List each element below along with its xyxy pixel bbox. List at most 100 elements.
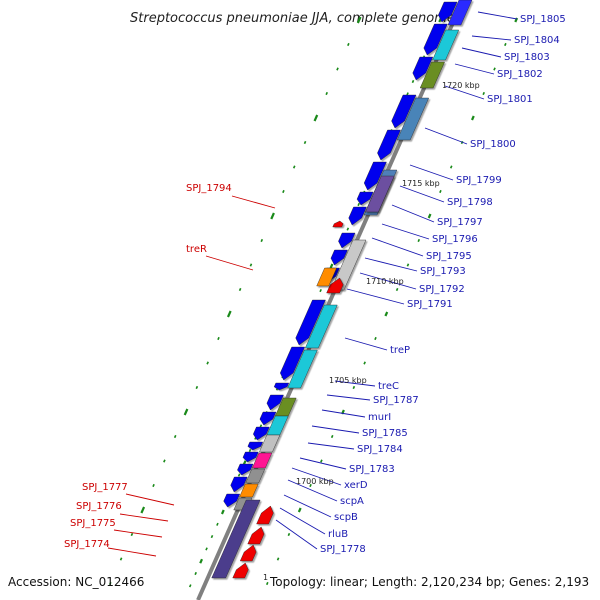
label-leader — [231, 195, 276, 209]
label-leader — [321, 409, 366, 418]
tick-mark — [226, 310, 232, 318]
label-leader — [205, 255, 254, 271]
tick-mark — [406, 92, 409, 96]
tick-mark — [470, 115, 475, 121]
tick-mark — [140, 506, 146, 514]
gene-label-scpb: scpB — [334, 512, 358, 523]
accession-text: Accession: NC_012466 — [8, 575, 144, 589]
forward-gene-12 — [280, 346, 306, 381]
tick-mark — [320, 459, 323, 463]
reverse-gene-1 — [247, 526, 265, 545]
tick-mark — [313, 114, 319, 122]
feature-box-7 — [304, 304, 338, 349]
tick-mark — [297, 507, 302, 513]
gene-label-spj-1777: SPJ_1777 — [82, 482, 128, 493]
tick-mark — [210, 535, 214, 539]
label-leader — [381, 223, 430, 240]
kbp-labels: 1720 kbp 1715 kbp 1710 kbp 1705 kbp 1700… — [296, 81, 480, 486]
tick-mark — [270, 212, 275, 220]
tick-mark — [276, 557, 280, 561]
tick-mark — [173, 434, 177, 439]
label-leader — [334, 380, 376, 387]
gene-label-trep: treP — [390, 345, 410, 356]
label-leader — [371, 237, 424, 257]
gene-label-spj-1803: SPJ_1803 — [504, 52, 550, 63]
gene-label-spj-1799: SPJ_1799 — [456, 175, 502, 186]
label-leader — [299, 457, 347, 470]
label-leader — [409, 164, 454, 181]
gene-label-spj-1783: SPJ_1783 — [349, 464, 395, 475]
gene-label-scpa: scpA — [340, 496, 364, 507]
kbp-label-1700: 1700 kbp — [296, 477, 334, 486]
forward-gene-8 — [338, 232, 356, 249]
tick-mark — [206, 361, 209, 365]
reverse-gene-2 — [239, 544, 257, 562]
tick-mark — [248, 448, 252, 453]
forward-gene-15 — [259, 411, 277, 426]
tick-mark — [287, 532, 291, 537]
label-leader — [326, 394, 371, 401]
label-leader — [444, 85, 485, 100]
reverse-gene-spj-1794 — [332, 220, 344, 228]
tick-mark — [303, 140, 307, 145]
forward-gene-0 — [438, 1, 458, 23]
tick-mark — [152, 483, 155, 488]
tick-mark — [356, 16, 362, 24]
purple-block — [211, 499, 261, 579]
gene-label-spj-1784: SPJ_1784 — [357, 444, 403, 455]
label-leader — [344, 337, 388, 351]
genome-summary-text: Topology: linear; Length: 2,120,234 bp; … — [269, 575, 589, 589]
tick-mark — [363, 361, 366, 365]
tick-mark — [374, 336, 377, 341]
tick-mark — [216, 522, 219, 526]
label-leader — [391, 204, 435, 223]
feature-box-1 — [432, 29, 460, 61]
forward-gene-11 — [295, 299, 326, 346]
map-title: Streptococcus pneumoniae JJA, complete g… — [130, 11, 455, 26]
gene-label-spj-1805: SPJ_1805 — [520, 14, 566, 25]
feature-box-2 — [419, 61, 445, 89]
label-leader — [291, 467, 342, 486]
tick-mark — [330, 434, 334, 439]
label-leader — [454, 63, 495, 75]
gene-label-spj-1778: SPJ_1778 — [320, 544, 366, 555]
forward-gene-20 — [230, 476, 248, 493]
feature-box-5 — [365, 175, 395, 213]
tick-mark — [482, 91, 485, 96]
label-leader — [283, 494, 332, 518]
gene-labels: SPJ_1805 SPJ_1804 SPJ_1803 SPJ_1802 SPJ_1801… — [64, 14, 566, 555]
gene-label-spj-1804: SPJ_1804 — [514, 35, 560, 46]
label-leader — [477, 11, 518, 20]
gene-label-spj-1798: SPJ_1798 — [447, 197, 493, 208]
forward-gene-6 — [356, 191, 374, 206]
gene-label-spj-1791: SPJ_1791 — [407, 299, 453, 310]
tick-mark — [237, 473, 241, 477]
tick-mark — [427, 213, 432, 219]
forward-gene-18 — [242, 451, 259, 463]
reverse-gene-0 — [256, 505, 274, 525]
feature-box-0 — [447, 0, 473, 26]
tick-mark — [205, 547, 208, 551]
gene-label-spj-1792: SPJ_1792 — [419, 284, 465, 295]
gene-label-spj-1796: SPJ_1796 — [432, 234, 478, 245]
label-leader — [119, 513, 169, 522]
label-leader — [107, 547, 157, 557]
tick-mark — [282, 189, 285, 194]
feature-box-13 — [245, 468, 266, 484]
feature-box-11 — [259, 434, 281, 453]
tick-mark — [449, 165, 453, 169]
tick-mark — [347, 42, 350, 47]
tick-mark — [346, 227, 350, 231]
tick-mark — [260, 238, 264, 243]
forward-gene-19 — [237, 463, 254, 476]
kbp-label-1720: 1720 kbp — [442, 81, 480, 90]
forward-gene-7 — [348, 206, 367, 226]
label-leader — [287, 479, 338, 502]
gene-label-spj-1776: SPJ_1776 — [76, 501, 122, 512]
tick-mark — [357, 202, 360, 207]
forward-gene-17 — [247, 441, 264, 451]
tick-mark — [384, 311, 389, 317]
tick-mark — [292, 165, 296, 169]
start-position-label: 1 — [263, 573, 268, 582]
